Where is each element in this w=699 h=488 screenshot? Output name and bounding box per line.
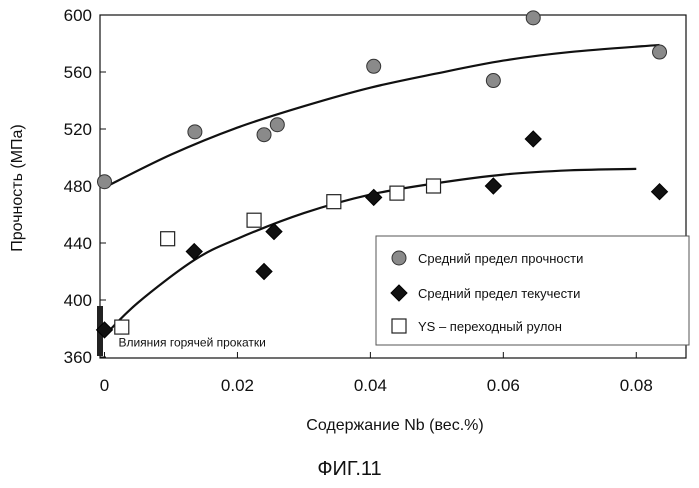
series-1-point <box>188 125 202 139</box>
series-1-point <box>367 59 381 73</box>
series-2-point <box>485 178 501 194</box>
series-1-point <box>257 128 271 142</box>
series-3-point <box>115 320 129 334</box>
x-tick-label: 0.06 <box>487 376 520 395</box>
legend-label-2: Средний предел текучести <box>418 286 580 301</box>
series-3-point <box>327 195 341 209</box>
y-tick-label: 600 <box>64 6 92 25</box>
y-tick-label: 480 <box>64 177 92 196</box>
x-axis-title: Содержание Nb (вес.%) <box>306 417 483 434</box>
series-1-point <box>270 118 284 132</box>
x-tick-label: 0.04 <box>354 376 387 395</box>
y-tick-label: 360 <box>64 348 92 367</box>
y-tick-label: 560 <box>64 63 92 82</box>
legend: Средний предел прочности Средний предел т… <box>376 236 689 345</box>
series-2-point <box>525 131 541 147</box>
series-3-point <box>161 232 175 246</box>
series-1-point <box>526 11 540 25</box>
legend-label-3: YS – переходный рулон <box>418 319 562 334</box>
x-tick-label: 0.02 <box>221 376 254 395</box>
y-axis-title: Прочность (МПа) <box>9 124 26 252</box>
figure-caption: ФИГ.11 <box>0 458 699 481</box>
legend-marker-3 <box>392 319 406 333</box>
legend-marker-1 <box>392 251 406 265</box>
series-1-point <box>653 45 667 59</box>
x-tick-label: 0.08 <box>620 376 653 395</box>
series-1-point <box>98 175 112 189</box>
y-tick-label: 440 <box>64 234 92 253</box>
hot-rolling-annotation: Влияния горячей прокатки <box>118 335 265 349</box>
series-3-point <box>247 213 261 227</box>
trend-line-1 <box>105 45 660 188</box>
y-tick-label: 400 <box>64 291 92 310</box>
y-tick-label: 520 <box>64 120 92 139</box>
series-3-point <box>390 186 404 200</box>
series-1-point <box>486 74 500 88</box>
legend-label-1: Средний предел прочности <box>418 251 583 266</box>
series-3-point <box>427 179 441 193</box>
series-2-point <box>652 184 668 200</box>
series-2-point <box>256 264 272 280</box>
x-tick-label: 0 <box>100 376 109 395</box>
